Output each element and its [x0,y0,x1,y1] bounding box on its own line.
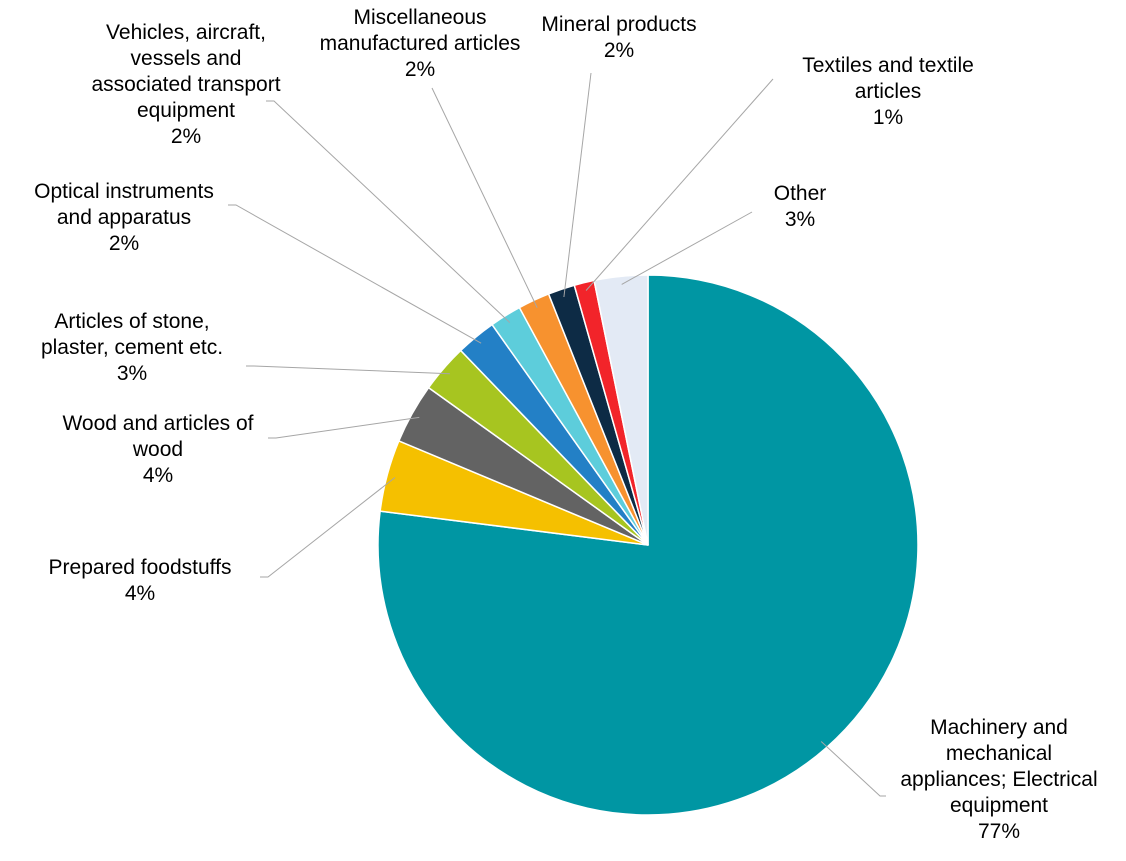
leader-lines [228,72,886,797]
slice-other [593,274,649,546]
category-label-vehicles-aircraft-vessels-and-associated-transport-equipment: vessels and [131,47,242,70]
pct-label-vehicles-aircraft-vessels-and-associated-transport-equipment: 2% [171,125,201,148]
category-label-machinery-and-mechanical-appliances-electrical-equipment: appliances; Electrical [900,768,1097,791]
label-vehicles-aircraft-vessels-and-associated-transport-equipment: Vehicles, aircraft, vessels and associated… [91,21,280,148]
category-label-optical-instruments-and-apparatus: and apparatus [57,206,191,229]
leader-line-prepared-foodstuffs [260,477,396,578]
category-label-machinery-and-mechanical-appliances-electrical-equipment: Machinery and [930,716,1068,739]
category-label-other: Other [774,182,827,205]
label-miscellaneous-manufactured-articles: Miscellaneous manufactured articles 2% [320,6,521,81]
leader-line-other [621,211,753,285]
label-other: Other 3% [774,182,827,231]
label-wood-and-articles-of-wood: Wood and articles of wood 4% [62,412,253,487]
category-label-machinery-and-mechanical-appliances-electrical-equipment: equipment [950,794,1048,817]
pct-label-mineral-products: 2% [604,39,634,62]
label-machinery-and-mechanical-appliances-electrical-equipment: Machinery and mechanical appliances; Elect… [900,716,1097,843]
category-label-vehicles-aircraft-vessels-and-associated-transport-equipment: equipment [137,99,235,122]
leader-line-textiles-and-textile-articles [585,78,774,291]
category-label-vehicles-aircraft-vessels-and-associated-transport-equipment: associated transport [91,73,280,96]
pct-label-other: 3% [785,208,815,231]
category-label-prepared-foodstuffs: Prepared foodstuffs [49,556,232,579]
slice-labels: Machinery and mechanical appliances; Elect… [34,6,1098,843]
label-articles-of-stone-plaster-cement-etc: Articles of stone, plaster, cement etc. 3% [41,310,223,385]
label-textiles-and-textile-articles: Textiles and textile articles 1% [802,54,974,129]
leader-line-vehicles-aircraft-vessels-and-associated-transport-equipment [266,100,511,323]
category-label-optical-instruments-and-apparatus: Optical instruments [34,180,214,203]
label-mineral-products: Mineral products 2% [541,13,696,62]
pct-label-machinery-and-mechanical-appliances-electrical-equipment: 77% [978,820,1020,843]
leader-line-wood-and-articles-of-wood [268,416,420,439]
category-label-mineral-products: Mineral products [541,13,696,36]
leader-line-articles-of-stone-plaster-cement-etc [246,365,450,375]
category-label-articles-of-stone-plaster-cement-etc: Articles of stone, [54,310,209,333]
category-label-textiles-and-textile-articles: articles [855,80,922,103]
leader-line-mineral-products [563,72,592,298]
leader-line-miscellaneous-manufactured-articles [431,87,538,308]
leader-line-optical-instruments-and-apparatus [228,204,482,344]
category-label-miscellaneous-manufactured-articles: Miscellaneous [353,6,486,29]
category-label-miscellaneous-manufactured-articles: manufactured articles [320,32,521,55]
category-label-textiles-and-textile-articles: Textiles and textile [802,54,974,77]
pie-slices [377,274,919,816]
leader-line-machinery-and-mechanical-appliances-electrical-equipment [820,741,886,797]
pct-label-miscellaneous-manufactured-articles: 2% [405,58,435,81]
pct-label-optical-instruments-and-apparatus: 2% [109,232,139,255]
category-label-wood-and-articles-of-wood: wood [132,438,183,461]
label-optical-instruments-and-apparatus: Optical instruments and apparatus 2% [34,180,214,255]
category-label-articles-of-stone-plaster-cement-etc: plaster, cement etc. [41,336,223,359]
pct-label-textiles-and-textile-articles: 1% [873,106,903,129]
category-label-machinery-and-mechanical-appliances-electrical-equipment: mechanical [946,742,1052,765]
label-prepared-foodstuffs: Prepared foodstuffs 4% [49,556,232,605]
pct-label-articles-of-stone-plaster-cement-etc: 3% [117,362,147,385]
category-label-wood-and-articles-of-wood: Wood and articles of [62,412,253,435]
pct-label-prepared-foodstuffs: 4% [125,582,155,605]
category-label-vehicles-aircraft-vessels-and-associated-transport-equipment: Vehicles, aircraft, [106,21,266,44]
pct-label-wood-and-articles-of-wood: 4% [143,464,173,487]
